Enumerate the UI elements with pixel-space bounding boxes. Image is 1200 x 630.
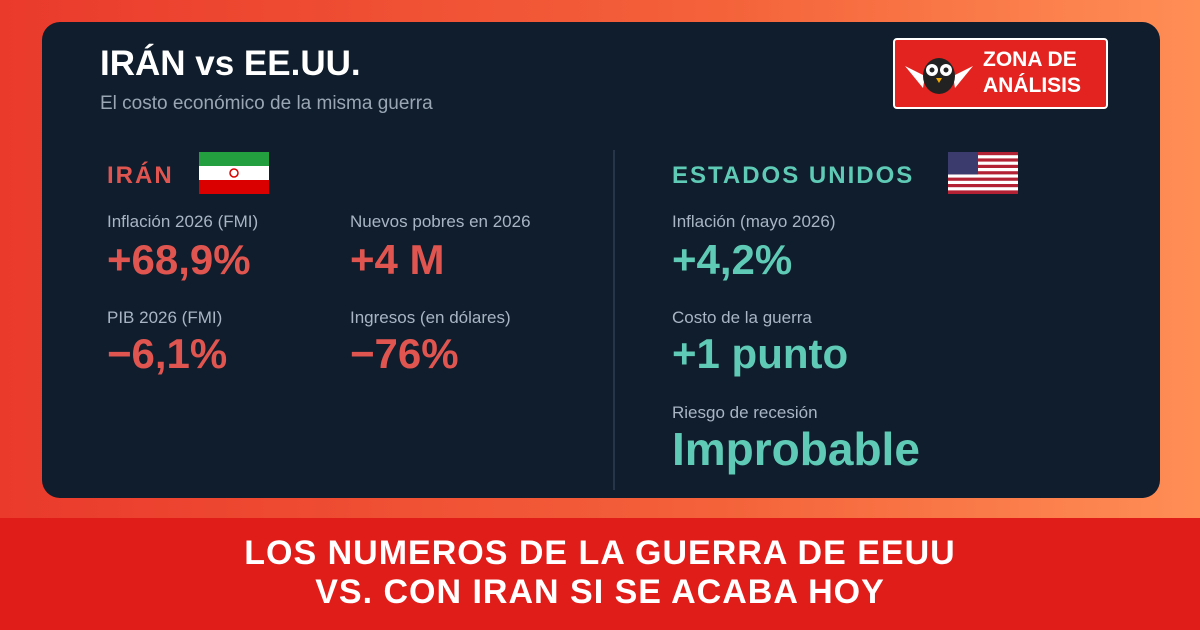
stat-label: PIB 2026 (FMI)	[107, 308, 223, 327]
stat-label: Costo de la guerra	[672, 308, 812, 327]
usa-heading: ESTADOS UNIDOS	[672, 162, 915, 189]
stat-label: Inflación (mayo 2026)	[672, 212, 836, 231]
subtitle: El costo económico de la misma guerra	[100, 93, 433, 114]
iran-heading: IRÁN	[107, 162, 174, 189]
owl-icon	[905, 58, 973, 94]
stat-value: +4 M	[350, 236, 445, 283]
logo-text: ANÁLISIS	[983, 74, 1082, 97]
divider	[613, 150, 615, 490]
stat-label: Inflación 2026 (FMI)	[107, 212, 259, 231]
stat-value: +68,9%	[107, 236, 251, 283]
banner-text: LOS NUMEROS DE LA GUERRA DE EEUU	[244, 534, 956, 572]
stat-value: +1 punto	[672, 330, 849, 377]
stat-value: Improbable	[672, 423, 920, 475]
stat-label: Riesgo de recesión	[672, 403, 818, 422]
stat-value: −6,1%	[107, 330, 228, 377]
stat-value: −76%	[350, 330, 459, 377]
stat-label: Nuevos pobres en 2026	[350, 212, 531, 231]
usa-flag	[948, 152, 1018, 194]
logo: ZONA DE ANÁLISIS	[893, 38, 1108, 109]
stat-value: +4,2%	[672, 236, 793, 283]
logo-text: ZONA DE	[983, 48, 1077, 71]
iran-flag	[199, 152, 269, 194]
banner	[0, 518, 1200, 630]
stat-label: Ingresos (en dólares)	[350, 308, 511, 327]
banner-text: VS. CON IRAN SI SE ACABA HOY	[315, 573, 885, 611]
title: IRÁN vs EE.UU.	[100, 44, 361, 83]
